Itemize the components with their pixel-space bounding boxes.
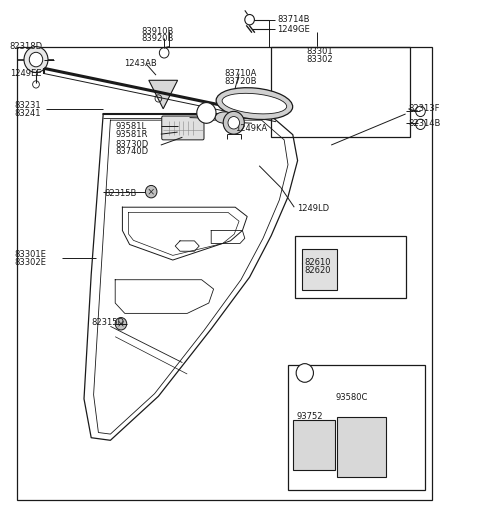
Circle shape xyxy=(29,52,43,67)
Text: 93581R: 93581R xyxy=(115,130,147,139)
Bar xyxy=(288,365,425,490)
Text: 82620: 82620 xyxy=(305,266,331,275)
Ellipse shape xyxy=(222,93,287,114)
Ellipse shape xyxy=(216,88,293,120)
FancyBboxPatch shape xyxy=(337,417,386,477)
Text: 82315B: 82315B xyxy=(105,189,137,198)
Text: 83302E: 83302E xyxy=(14,258,46,267)
Bar xyxy=(17,47,432,500)
FancyBboxPatch shape xyxy=(293,420,335,470)
Text: 83740D: 83740D xyxy=(115,147,148,156)
Text: 1249KA: 1249KA xyxy=(235,124,267,133)
FancyBboxPatch shape xyxy=(302,249,337,290)
Text: 83730D: 83730D xyxy=(115,139,148,149)
Text: 83910B: 83910B xyxy=(142,26,174,36)
Ellipse shape xyxy=(215,112,234,123)
Circle shape xyxy=(228,117,240,129)
Text: 83231: 83231 xyxy=(14,101,41,110)
Circle shape xyxy=(296,364,313,382)
Text: 82313F: 82313F xyxy=(408,104,440,113)
Polygon shape xyxy=(149,80,178,109)
Text: 83714B: 83714B xyxy=(277,15,310,24)
Bar xyxy=(295,236,406,298)
Text: 83920B: 83920B xyxy=(142,34,174,43)
Text: 1249LD: 1249LD xyxy=(297,204,329,213)
Circle shape xyxy=(197,103,216,123)
Circle shape xyxy=(145,185,157,198)
Text: 83710A: 83710A xyxy=(225,69,257,78)
Text: 1249EE: 1249EE xyxy=(10,69,41,78)
Bar xyxy=(271,47,410,137)
Text: 82315D: 82315D xyxy=(91,318,124,327)
Circle shape xyxy=(223,111,244,134)
Text: 83302: 83302 xyxy=(306,55,333,64)
Text: 93580C: 93580C xyxy=(336,393,368,402)
Text: 83301: 83301 xyxy=(306,47,333,56)
Text: 93581L: 93581L xyxy=(115,122,146,131)
Circle shape xyxy=(115,318,127,330)
Text: a: a xyxy=(303,370,307,376)
Text: 83241: 83241 xyxy=(14,109,41,118)
Text: 1249GE: 1249GE xyxy=(277,24,310,34)
Text: 82610: 82610 xyxy=(305,258,331,267)
Text: 82314B: 82314B xyxy=(408,119,440,128)
Text: a: a xyxy=(204,108,209,118)
Text: 93752: 93752 xyxy=(297,412,323,421)
Text: 82318D: 82318D xyxy=(10,42,43,51)
Text: 1243AB: 1243AB xyxy=(124,59,156,68)
Text: 83720B: 83720B xyxy=(225,77,257,86)
FancyBboxPatch shape xyxy=(162,116,204,140)
Text: 83301E: 83301E xyxy=(14,250,46,260)
Circle shape xyxy=(24,47,48,73)
